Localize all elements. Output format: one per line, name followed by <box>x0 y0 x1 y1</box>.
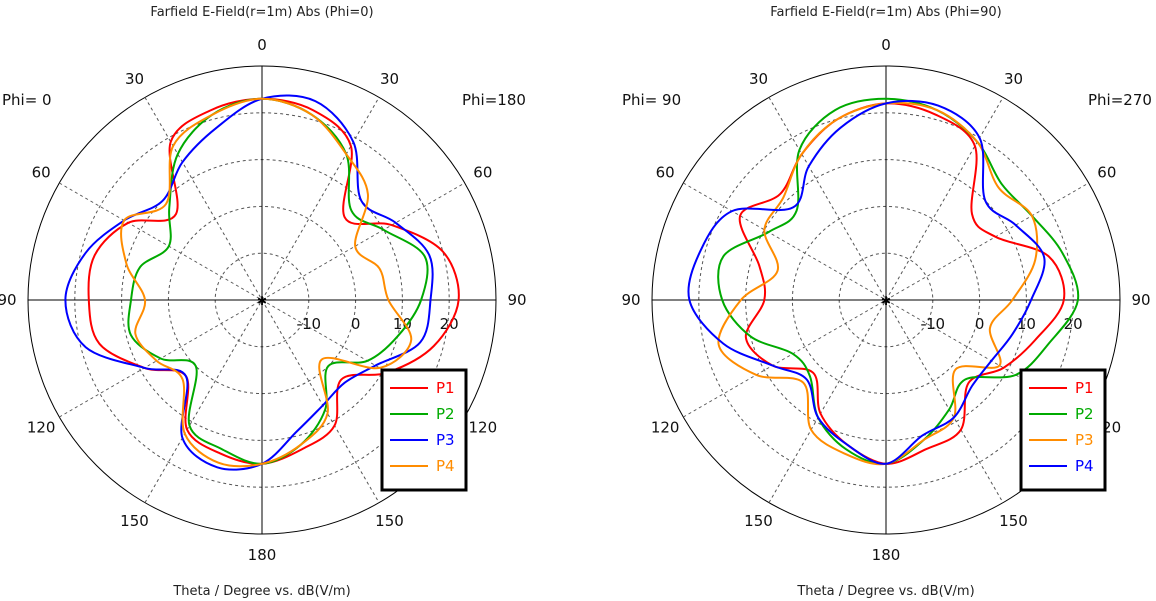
angle-tick-label: 120 <box>469 419 498 437</box>
legend-label: P4 <box>1075 457 1094 475</box>
angle-tick-label: 150 <box>120 512 149 530</box>
angle-tick-label: 60 <box>32 164 51 182</box>
legend: P1 P2 P3 P4 <box>380 368 468 492</box>
radial-tick-label: -10 <box>921 315 946 333</box>
axis-label: Theta / Degree vs. dB(V/m) <box>796 584 974 599</box>
series-line-p1 <box>738 102 1066 465</box>
radial-tick-label: 0 <box>975 315 985 333</box>
radial-tick-label: -10 <box>297 315 322 333</box>
legend-label: P1 <box>1075 379 1094 397</box>
series-line-p4 <box>120 97 413 468</box>
center-mark: ✱ <box>257 294 267 308</box>
radial-tick-label: 0 <box>351 315 361 333</box>
legend-label: P1 <box>436 379 455 397</box>
angle-tick-label: 180 <box>872 546 901 564</box>
angle-tick-label: 90 <box>507 291 526 309</box>
phi-left-label: Phi= 90 <box>622 91 681 109</box>
angle-tick-label: 120 <box>27 419 56 437</box>
angle-tick-label: 30 <box>1004 70 1023 88</box>
legend-box <box>1019 368 1107 492</box>
angle-tick-label: 0 <box>257 36 267 54</box>
angle-tick-label: 120 <box>651 419 680 437</box>
series-line-p2 <box>717 97 1080 465</box>
polar-grid: ✱ <box>651 65 1121 535</box>
spoke-line <box>144 97 380 503</box>
angle-tick-label: 180 <box>248 546 277 564</box>
phi-right-label: Phi=270 <box>1088 91 1152 109</box>
phi-left-label: Phi= 0 <box>2 91 52 109</box>
chart-title: Farfield E-Field(r=1m) Abs (Phi=0) <box>150 5 373 20</box>
angle-tick-label: 30 <box>749 70 768 88</box>
angle-tick-label: 0 <box>881 36 891 54</box>
polar-chart-phi0: Farfield E-Field(r=1m) Abs (Phi=0) Phi= … <box>0 5 527 599</box>
angle-tick-label: 60 <box>473 164 492 182</box>
legend-label: P2 <box>1075 405 1094 423</box>
series-curves <box>687 97 1080 466</box>
phi-right-label: Phi=180 <box>462 91 526 109</box>
radial-tick-labels: -10 0 10 20 <box>297 315 459 333</box>
angle-tick-label: 30 <box>125 70 144 88</box>
spoke-line <box>768 97 1004 503</box>
legend-label: P3 <box>436 431 455 449</box>
angle-tick-label: 30 <box>380 70 399 88</box>
angle-tick-label: 90 <box>0 291 17 309</box>
series-line-p3 <box>717 101 1039 466</box>
angle-tick-label: 60 <box>1097 164 1116 182</box>
polar-chart-phi90: Farfield E-Field(r=1m) Abs (Phi=90) Phi=… <box>621 5 1151 599</box>
radial-tick-labels: -10 0 10 20 <box>921 315 1083 333</box>
legend-label: P4 <box>436 457 455 475</box>
center-mark: ✱ <box>881 294 891 308</box>
angle-tick-label: 150 <box>999 512 1028 530</box>
angle-tick-labels: 0 30 60 90 120 150 180 150 120 90 60 30 <box>0 36 527 564</box>
series-line-p4 <box>687 99 1046 465</box>
angle-tick-label: 90 <box>1131 291 1150 309</box>
legend: P1 P2 P3 P4 <box>1019 368 1107 492</box>
legend-box <box>380 368 468 492</box>
angle-tick-label: 150 <box>375 512 404 530</box>
legend-label: P2 <box>436 405 455 423</box>
angle-tick-label: 90 <box>621 291 640 309</box>
angle-tick-label: 60 <box>656 164 675 182</box>
axis-label: Theta / Degree vs. dB(V/m) <box>172 584 350 599</box>
series-line-p3 <box>64 94 434 471</box>
legend-label: P3 <box>1075 431 1094 449</box>
polar-grid: ✱ <box>27 65 497 535</box>
chart-title: Farfield E-Field(r=1m) Abs (Phi=90) <box>770 5 1001 20</box>
angle-tick-label: 150 <box>744 512 773 530</box>
